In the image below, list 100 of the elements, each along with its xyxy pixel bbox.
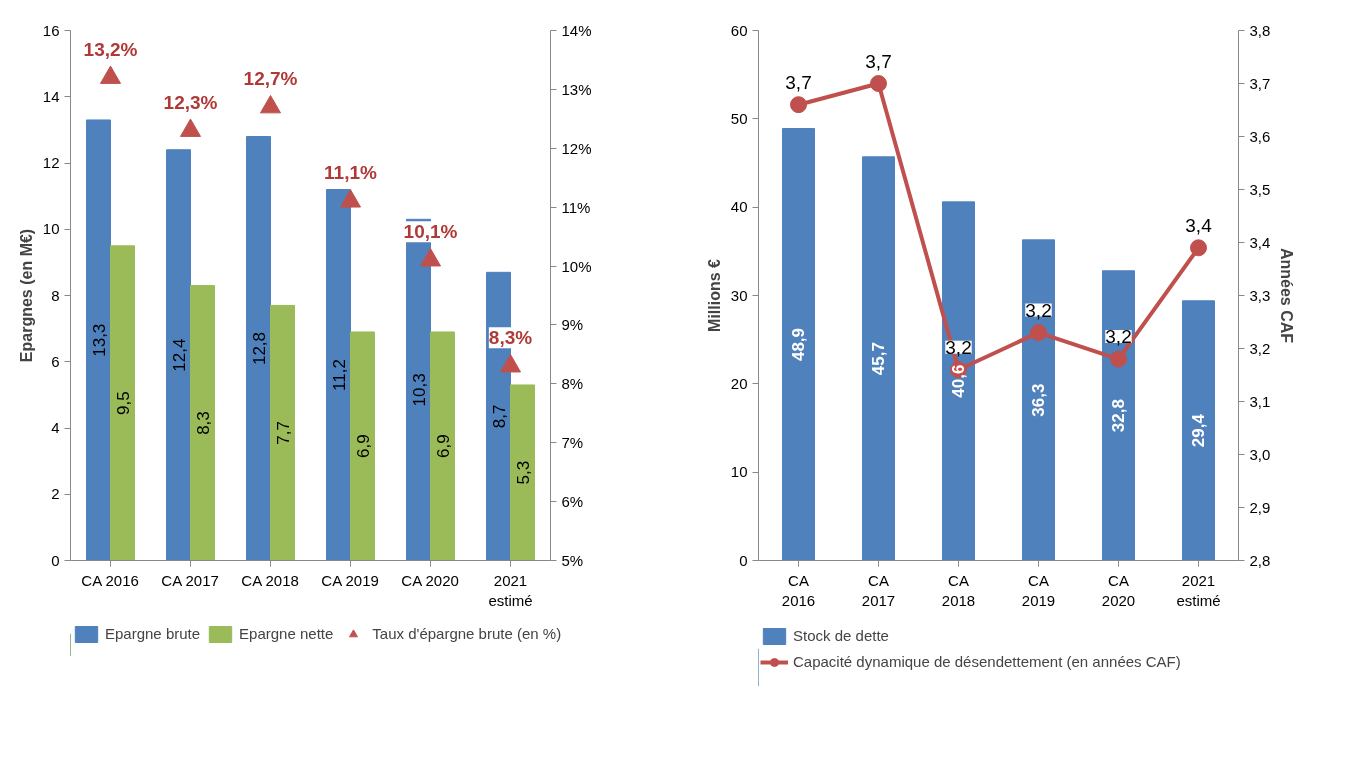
data-label: 11,2: [329, 359, 349, 391]
data-label: 6,9: [353, 434, 373, 459]
data-label: 48,9: [789, 327, 809, 362]
data-label: 3,7: [785, 71, 812, 93]
y2-tick-label: 3,7: [1249, 74, 1271, 92]
x-tick-label: CA 2016: [81, 571, 139, 589]
bar: [350, 331, 375, 561]
data-label: 12,3%: [163, 91, 218, 113]
data-label: 11,1%: [324, 162, 378, 184]
x-tick-label: CA 2019: [1021, 571, 1056, 609]
data-label: 12,8: [249, 331, 269, 366]
point: [1190, 239, 1207, 257]
data-label: 6,9: [433, 434, 453, 459]
y2-tick-label: 3,8: [1249, 21, 1271, 39]
data-label: 10,3: [409, 373, 429, 407]
bar: [86, 119, 111, 561]
y2-tick-label: 11%: [561, 198, 591, 216]
x-tick-label: CA 2016: [781, 571, 816, 609]
bar: [430, 331, 455, 561]
y2-tick-label: 2,9: [1249, 498, 1271, 516]
data-label: 3,2: [1105, 326, 1132, 348]
y-tick-label: 10: [730, 463, 748, 481]
x-tick-label: CA 2019: [321, 571, 379, 589]
y2-tick-label: 2,8: [1249, 551, 1271, 569]
bar: [246, 136, 271, 561]
bar: [510, 384, 535, 561]
bar: [110, 245, 135, 561]
data-label: 3,2: [1025, 299, 1052, 321]
point: [100, 65, 121, 84]
y2-tick-label: 10%: [561, 257, 592, 275]
data-label: 40,6: [949, 364, 969, 398]
legend-label: Taux d'épargne brute (en %): [372, 625, 562, 642]
y2-tick-label: 6%: [561, 493, 584, 511]
data-label: 36,3: [1029, 383, 1049, 417]
point: [180, 118, 201, 137]
y-tick-label: 20: [730, 374, 748, 392]
y2-tick-label: 8%: [561, 375, 584, 393]
legend-label: Epargne nette: [239, 625, 334, 642]
y2-tick-label: 12%: [561, 139, 592, 157]
bar: [1102, 270, 1135, 561]
bar: [270, 304, 295, 561]
point: [790, 96, 807, 114]
y-tick-label: 50: [730, 109, 748, 127]
legend-label: Capacité dynamique de désendettement (en années CAF): [793, 653, 1181, 670]
x-tick-label: 2021 estimé: [1176, 571, 1221, 609]
y-tick-label: 10: [42, 220, 60, 238]
y-axis-title: Epargnes (en M€): [17, 228, 35, 363]
x-tick-label: CA 2020: [401, 571, 459, 589]
data-label: 9,5: [113, 391, 133, 415]
x-tick-label: CA 2018: [941, 571, 976, 609]
point: [260, 95, 281, 114]
y-tick-label: 30: [730, 286, 748, 304]
point: [1110, 350, 1127, 368]
data-label: 7,7: [273, 421, 293, 445]
x-tick-label: CA 2020: [1101, 571, 1136, 609]
x-tick-label: CA 2018: [241, 571, 299, 589]
y2-axis-title: Années CAF: [1278, 247, 1296, 344]
data-label: 12,4: [169, 338, 189, 372]
y2-tick-label: 13%: [561, 80, 592, 98]
x-tick-label: CA 2017: [161, 571, 219, 589]
y2-tick-label: 3,2: [1249, 339, 1271, 357]
y-tick-label: 40: [730, 198, 748, 216]
data-label: 32,8: [1109, 399, 1129, 433]
data-label: 13,2%: [83, 38, 138, 60]
data-label: 5,3: [513, 460, 533, 485]
y2-tick-label: 7%: [561, 434, 584, 452]
point: [500, 354, 521, 373]
data-label: 3,2: [945, 336, 972, 358]
bar: [166, 149, 191, 561]
x-tick-label: CA 2017: [861, 571, 896, 609]
point: [870, 75, 887, 92]
data-label: 3,4: [1185, 214, 1213, 236]
point: [420, 248, 441, 267]
data-label: 8,3%: [488, 327, 533, 349]
y2-tick-label: 9%: [561, 316, 584, 334]
y-tick-label: 12: [42, 154, 60, 171]
data-label: 29,4: [1189, 413, 1209, 448]
y-tick-label: 4: [51, 419, 60, 436]
point: [1030, 324, 1047, 342]
point: [340, 189, 361, 208]
y-tick-label: 16: [42, 21, 60, 39]
bar: [782, 128, 815, 561]
bar: [326, 189, 351, 561]
y2-tick-label: 3,1: [1249, 392, 1271, 410]
y2-tick-label: 3,3: [1249, 286, 1271, 304]
y2-tick-label: 3,0: [1249, 445, 1271, 463]
data-label: 12,7%: [243, 68, 298, 90]
y-tick-label: 60: [730, 21, 748, 39]
y-tick-label: 8: [51, 286, 60, 304]
bar: [190, 285, 215, 561]
bar: [942, 201, 975, 561]
y-axis-title: Millions €: [705, 258, 723, 332]
y-tick-label: 6: [51, 352, 60, 370]
data-label: 8,7: [489, 404, 509, 429]
x-tick-label: 2021 estimé: [488, 571, 533, 609]
data-label: 3,7: [865, 50, 892, 72]
bar: [862, 156, 895, 561]
data-label: 45,7: [869, 342, 889, 376]
y-tick-label: 0: [51, 551, 60, 569]
y-tick-label: 14: [42, 87, 60, 105]
